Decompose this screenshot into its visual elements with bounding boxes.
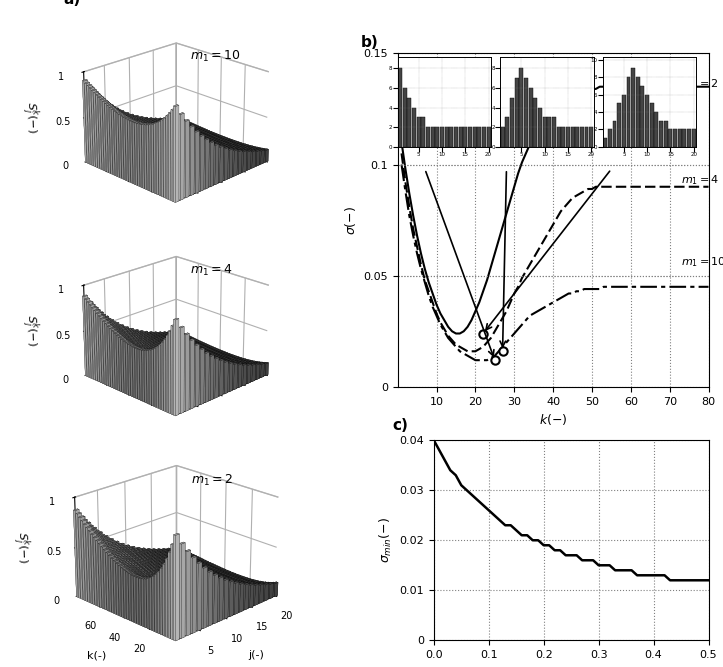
Text: a): a) bbox=[64, 0, 81, 7]
Text: $m_1=10$: $m_1=10$ bbox=[189, 49, 240, 64]
Text: b): b) bbox=[360, 35, 378, 49]
Text: $m_1=2$: $m_1=2$ bbox=[191, 474, 234, 488]
X-axis label: $k(-)$: $k(-)$ bbox=[539, 412, 568, 427]
Text: $m_1=10$: $m_1=10$ bbox=[681, 255, 723, 269]
X-axis label: j(-): j(-) bbox=[248, 650, 264, 660]
Y-axis label: k(-): k(-) bbox=[87, 650, 106, 660]
X-axis label: $m_1/m(-)$: $m_1/m(-)$ bbox=[544, 666, 599, 667]
Text: c): c) bbox=[393, 418, 408, 433]
Y-axis label: $\sigma_{min}(-)$: $\sigma_{min}(-)$ bbox=[377, 518, 394, 563]
Text: $m_1=4$: $m_1=4$ bbox=[189, 263, 232, 277]
Text: $m_1=2$: $m_1=2$ bbox=[681, 77, 719, 91]
Text: $m_1=4$: $m_1=4$ bbox=[681, 173, 719, 187]
Y-axis label: $\sigma(-)$: $\sigma(-)$ bbox=[343, 205, 358, 235]
